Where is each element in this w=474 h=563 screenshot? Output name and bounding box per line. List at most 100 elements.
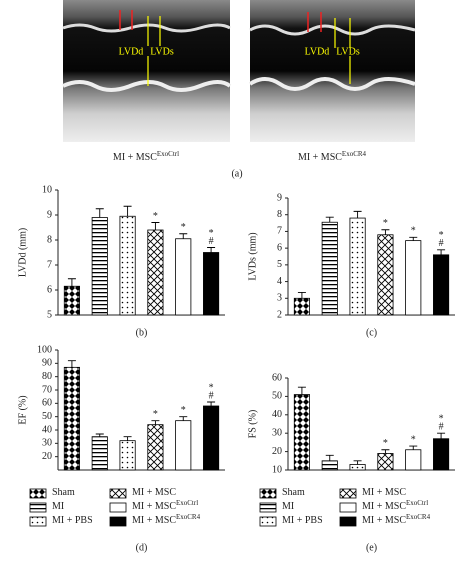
- y-tick-label: 50: [272, 391, 282, 402]
- image-label: LVDd: [119, 46, 144, 57]
- error-bar: [123, 205, 132, 217]
- legend-label-main: Sham: [52, 487, 75, 498]
- significance-mark: *: [181, 222, 186, 233]
- legend-swatch: [109, 488, 127, 499]
- panel-label: (b): [136, 327, 148, 338]
- significance-mark: *: [209, 382, 214, 393]
- y-tick-label: 20: [272, 446, 282, 457]
- image-label: LVDs: [336, 46, 360, 57]
- legend-label-main: MI: [282, 501, 294, 512]
- y-tick-label: 60: [42, 398, 52, 409]
- legend-swatch: [29, 502, 47, 513]
- y-axis-label: LVDs (mm): [247, 232, 258, 280]
- error-bar: [409, 445, 418, 450]
- significance-mark: *: [411, 434, 416, 445]
- bar: [63, 285, 80, 316]
- panel-label: (c): [366, 327, 377, 338]
- error-bar: [437, 249, 446, 255]
- image-label: LVDs: [150, 46, 174, 57]
- error-bar: [95, 208, 104, 218]
- bar: [321, 221, 338, 316]
- legend-label: MI + MSC: [132, 487, 176, 498]
- image-caption: MI + MSCExoCtrl: [113, 150, 179, 164]
- error-bar: [179, 233, 188, 239]
- legend-label: MI: [52, 501, 64, 512]
- legend-swatch: [339, 516, 357, 527]
- legend-swatch: [339, 502, 357, 513]
- bar: [349, 217, 366, 316]
- legend-label-main: MI + MSC: [362, 515, 406, 526]
- significance-mark: *: [439, 230, 444, 241]
- bar: [349, 464, 366, 471]
- error-bar: [207, 247, 216, 253]
- y-tick-label: 6: [47, 284, 52, 295]
- error-bar: [151, 222, 160, 230]
- y-tick-label: 3: [277, 293, 282, 304]
- image-caption-sup: ExoCtrl: [157, 150, 179, 158]
- legend-label: MI + MSCExoCR4: [362, 513, 431, 527]
- bar: [119, 215, 136, 316]
- legend-swatch: [29, 488, 47, 499]
- legend-swatch: [259, 516, 277, 527]
- bar: [63, 366, 80, 471]
- legend-label: MI + PBS: [52, 515, 93, 526]
- significance-mark: *: [383, 438, 388, 449]
- error-bar: [325, 216, 334, 223]
- y-tick-label: 20: [42, 451, 52, 462]
- y-tick-label: 10: [42, 184, 52, 195]
- echo-image: [248, 0, 416, 142]
- legend-label: MI + PBS: [282, 515, 323, 526]
- error-bar: [95, 433, 104, 437]
- legend-label-sup: ExoCtrl: [176, 499, 198, 507]
- bar: [433, 254, 450, 316]
- legend-label-main: MI + PBS: [282, 515, 323, 526]
- y-tick-label: 5: [277, 259, 282, 270]
- panel-label: (e): [366, 542, 377, 553]
- image-caption-sup: ExoCR4: [342, 150, 367, 158]
- legend-label: Sham: [282, 487, 305, 498]
- bar: [293, 297, 310, 316]
- bar: [91, 217, 108, 316]
- legend-label: MI + MSCExoCtrl: [362, 499, 428, 513]
- significance-mark: *: [153, 211, 158, 222]
- error-bar: [353, 210, 362, 219]
- y-tick-label: 80: [42, 371, 52, 382]
- legend-label-main: MI + MSC: [132, 515, 176, 526]
- significance-mark: #: [209, 236, 214, 247]
- y-tick-label: 7: [277, 226, 282, 237]
- legend-label: MI: [282, 501, 294, 512]
- image-caption-main: MI + MSC: [113, 152, 157, 163]
- y-tick-label: 40: [42, 424, 52, 435]
- error-bar: [325, 454, 334, 461]
- bar: [321, 460, 338, 471]
- legend-label: MI + MSC: [362, 487, 406, 498]
- legend-label-main: MI + PBS: [52, 515, 93, 526]
- legend-swatch: [109, 516, 127, 527]
- legend-label-main: Sham: [282, 487, 305, 498]
- y-tick-label: 100: [37, 344, 52, 355]
- significance-mark: *: [411, 226, 416, 237]
- bar: [175, 238, 192, 316]
- error-bar: [297, 386, 306, 395]
- error-bar: [151, 420, 160, 425]
- legend-swatch: [339, 488, 357, 499]
- significance-mark: *: [153, 409, 158, 420]
- y-tick-label: 9: [277, 192, 282, 203]
- bar: [433, 438, 450, 471]
- bar: [147, 229, 164, 316]
- legend-label: MI + MSCExoCtrl: [132, 499, 198, 513]
- legend-label: Sham: [52, 487, 75, 498]
- significance-mark: #: [439, 421, 444, 432]
- image-label: LVDd: [305, 46, 330, 57]
- y-tick-label: 6: [277, 242, 282, 253]
- bar: [119, 440, 136, 471]
- legend-swatch: [259, 488, 277, 499]
- legend-label: MI + MSCExoCR4: [132, 513, 201, 527]
- y-tick-label: 40: [272, 409, 282, 420]
- bar: [405, 449, 422, 471]
- error-bar: [123, 436, 132, 441]
- error-bar: [207, 401, 216, 406]
- legend-label-main: MI: [52, 501, 64, 512]
- significance-mark: *: [439, 413, 444, 424]
